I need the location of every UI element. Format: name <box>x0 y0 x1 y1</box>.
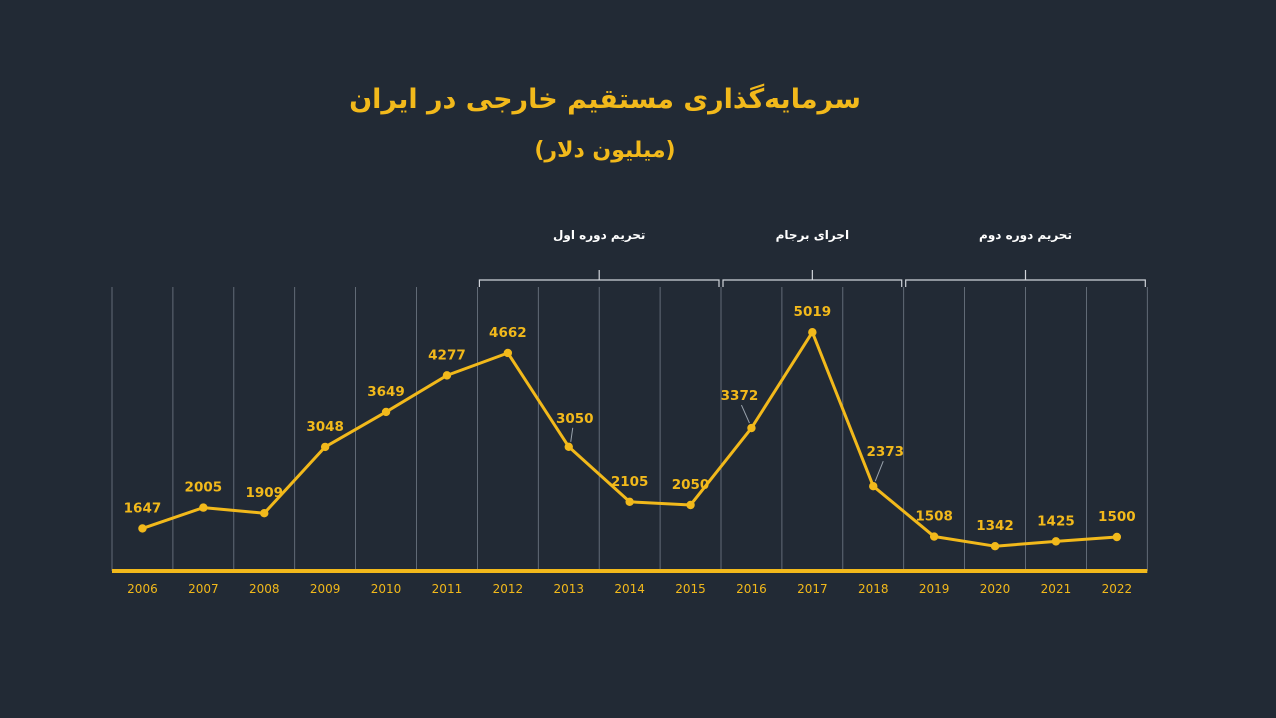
data-point <box>929 532 939 541</box>
chart-subtitle: (میلیون دلار) <box>534 138 676 163</box>
period-bracket <box>722 270 903 287</box>
data-label: 3372 <box>721 388 759 404</box>
data-point <box>869 481 878 491</box>
period-label: اجرای برجام <box>776 228 849 243</box>
series-line <box>141 330 1117 548</box>
data-point <box>808 327 817 337</box>
data-point <box>199 503 208 512</box>
data-point <box>320 442 330 452</box>
data-label: 2373 <box>866 444 904 460</box>
data-label: 2105 <box>611 474 649 490</box>
data-point <box>442 371 452 380</box>
x-tick-label: 2022 <box>1102 582 1133 596</box>
data-point <box>1112 532 1122 542</box>
x-tick-label: 2018 <box>858 582 889 596</box>
data-label: 1500 <box>1098 509 1136 525</box>
period-label: تحریم دوره دوم <box>979 228 1072 243</box>
data-point <box>990 541 1000 551</box>
data-point <box>138 524 147 533</box>
data-label: 1342 <box>976 518 1014 534</box>
data-point <box>1051 537 1061 546</box>
data-label: 1508 <box>915 509 953 525</box>
data-point <box>381 407 391 417</box>
x-tick-label: 2012 <box>493 582 524 596</box>
data-label: 4277 <box>428 347 466 363</box>
x-tick-label: 2021 <box>1041 582 1072 596</box>
data-point <box>503 348 513 358</box>
data-label: 2050 <box>672 477 710 493</box>
data-label: 3649 <box>367 384 405 400</box>
data-point <box>260 508 269 518</box>
x-tick-label: 2013 <box>553 582 584 596</box>
x-tick-label: 2019 <box>919 582 950 596</box>
x-tick-label: 2020 <box>980 582 1011 596</box>
x-tick-label: 2009 <box>310 582 341 596</box>
data-point <box>747 423 756 433</box>
data-label: 3048 <box>306 419 344 435</box>
data-label: 5019 <box>794 304 832 320</box>
data-label: 1425 <box>1037 513 1075 529</box>
x-tick-label: 2015 <box>675 582 706 596</box>
x-tick-label: 2010 <box>371 582 402 596</box>
x-tick-label: 2016 <box>736 582 767 596</box>
x-tick-label: 2011 <box>432 582 463 596</box>
label-leader-line <box>570 427 574 442</box>
data-point <box>564 442 573 451</box>
data-label: 4662 <box>489 325 527 341</box>
x-tick-label: 2017 <box>797 582 828 596</box>
period-label: تحریم دوره اول <box>553 228 645 243</box>
data-label: 1909 <box>245 485 283 501</box>
period-bracket <box>905 270 1146 287</box>
period-bracket <box>478 270 720 287</box>
x-tick-label: 2007 <box>188 582 219 596</box>
data-point <box>625 497 634 506</box>
data-label: 3050 <box>556 411 594 427</box>
data-point <box>686 500 695 510</box>
data-label: 1647 <box>124 500 162 516</box>
label-leader-line <box>740 404 750 424</box>
label-leader-line <box>874 461 884 482</box>
data-label: 2005 <box>185 480 223 496</box>
x-tick-label: 2014 <box>614 582 645 596</box>
x-tick-label: 2008 <box>249 582 280 596</box>
chart-title: سرمایه‌گذاری مستقیم خارجی در ایران <box>349 84 861 115</box>
x-tick-label: 2006 <box>127 582 158 596</box>
